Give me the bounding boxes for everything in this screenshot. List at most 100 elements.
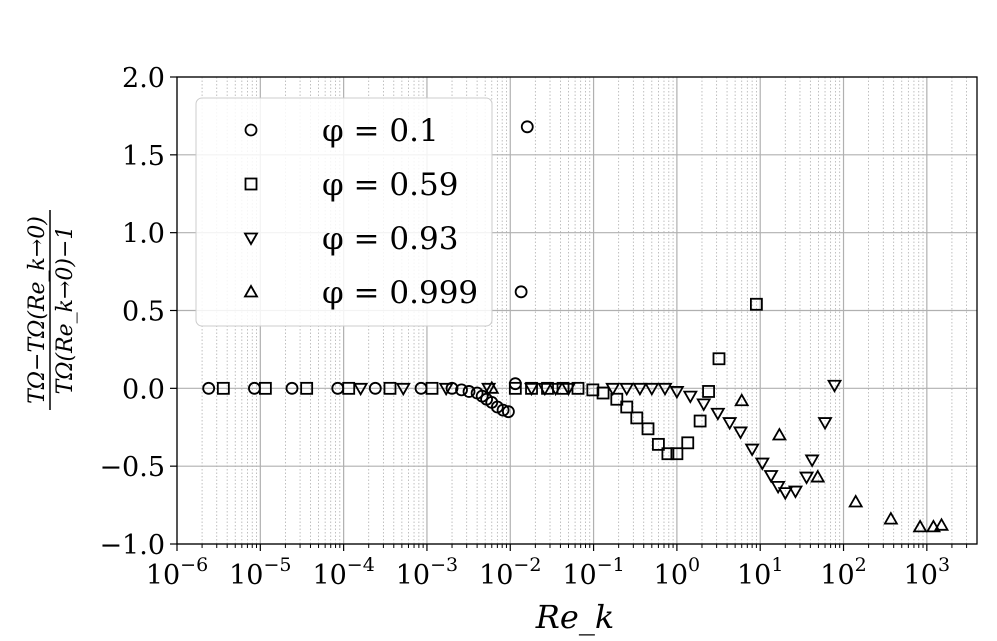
axis-ticks [170,76,968,551]
x-tick-label-exponent: 3 [938,554,950,576]
data-point-triangle-down [732,426,749,440]
data-point-square [300,381,314,395]
data-point-square [630,411,644,425]
x-tick-label: 101 [737,554,783,591]
y-tick-label: 2.0 [122,63,165,94]
data-point-triangle-down [560,382,577,397]
data-point-triangle-down [754,457,770,471]
data-point-triangle-down [395,382,411,397]
legend-label: φ = 0.93 [322,221,458,257]
data-point-square [661,447,675,461]
data-point-square [556,381,570,395]
data-point-square [652,437,665,451]
data-point-triangle-down [770,481,786,495]
data-point-circle [514,285,528,299]
series-2 [216,297,763,461]
x-tick-labels: 10−6 10−5 10−4 10−3 10−2 10−1 100 101 102 103 [146,554,950,591]
data-point-square [596,386,610,400]
data-point-triangle-down [722,417,738,431]
data-point-triangle-down [682,390,698,404]
legend-marker-square [244,177,258,191]
x-tick-label: 103 [904,554,950,591]
data-point-triangle-down [644,382,660,397]
legend-marker-triangle-down [243,232,259,246]
data-point-triangle-down [804,454,820,468]
data-point-circle [285,381,299,395]
legend: φ = 0.1 φ = 0.59 φ = 0.93 φ = 0.999 [195,97,493,327]
data-point-triangle-down [799,471,815,485]
y-tick-label: −1.0 [99,530,165,561]
data-point-square [712,352,726,366]
data-point-triangle-down [787,485,804,499]
data-point-circle [520,120,534,134]
legend-marker-circle [244,123,258,137]
x-tick-label: 100 [654,554,700,591]
x-tick-label-base: 10 [312,560,346,591]
data-point-square [749,297,763,311]
x-tick-label: 10−6 [146,554,208,591]
data-point-square [620,400,634,414]
x-tick-label: 10−3 [396,554,458,591]
y-tick-label: 0.0 [122,374,165,405]
data-point-triangle-down [817,417,833,431]
data-point-triangle-up [484,380,500,394]
data-point-square [641,422,655,436]
y-tick-label: 0.5 [122,297,165,328]
data-point-triangle-down [353,382,369,397]
x-tick-label: 102 [820,554,866,591]
data-point-square [383,381,397,395]
x-tick-label: 10−1 [562,554,624,591]
data-point-triangle-down [777,487,793,501]
y-tick-labels: −1.0 −0.5 0.0 0.5 1.0 1.5 2.0 [99,63,165,561]
data-point-triangle-down [605,382,621,397]
data-point-triangle-down [669,386,685,400]
data-point-triangle-down [632,382,648,397]
data-point-triangle-down [481,382,497,397]
x-tick-label-base: 10 [479,560,513,591]
x-axis-title: Re_k [535,598,614,636]
legend-entry: φ = 0.59 [244,167,458,203]
data-point-circle [455,383,468,397]
x-tick-label: 10−2 [479,554,541,591]
x-tick-label-base: 10 [229,560,263,591]
data-point-triangle-up [933,517,950,531]
legend-entry: φ = 0.1 [244,113,439,149]
legend-entry: φ = 0.93 [243,221,458,257]
x-tick-label-exponent: −6 [180,554,208,576]
data-point-triangle-down [696,398,712,412]
legend-label: φ = 0.1 [322,113,439,149]
y-axis-title: TΩ−TΩ(Re_k→0) TΩ(Re_k→0)−1 [25,210,78,410]
data-point-triangle-up [912,519,928,533]
data-point-triangle-down [438,382,454,397]
legend-label: φ = 0.59 [322,167,458,203]
x-tick-label-exponent: 1 [771,554,783,576]
data-point-circle [496,403,510,417]
data-point-square [342,381,356,395]
data-point-triangle-up [848,494,864,508]
data-point-square [216,381,230,395]
y-axis-title-numerator: TΩ−TΩ(Re_k→0) [25,216,50,404]
data-point-square [258,381,272,395]
legend-marker-triangle-up [243,284,259,298]
data-point-triangle-up [810,469,826,483]
x-tick-label-exponent: 2 [855,554,867,576]
data-point-triangle-down [537,382,553,397]
data-point-square [610,392,624,406]
data-point-triangle-up [771,427,787,441]
legend-entry: φ = 0.999 [243,275,478,311]
data-point-triangle-down [657,382,673,397]
data-point-triangle-down [523,382,540,397]
x-tick-label-exponent: −5 [263,554,291,576]
data-points [202,120,950,533]
data-point-square [670,447,684,461]
legend-box [195,97,493,327]
data-point-triangle-up [734,392,750,407]
x-tick-label-exponent: −2 [513,554,541,576]
series-3 [353,379,843,501]
x-tick-label-base: 10 [562,560,596,591]
data-point-circle [368,381,382,395]
y-tick-label: −0.5 [99,452,165,483]
x-tick-label-base: 10 [146,560,180,591]
y-tick-label: 1.5 [122,141,165,172]
